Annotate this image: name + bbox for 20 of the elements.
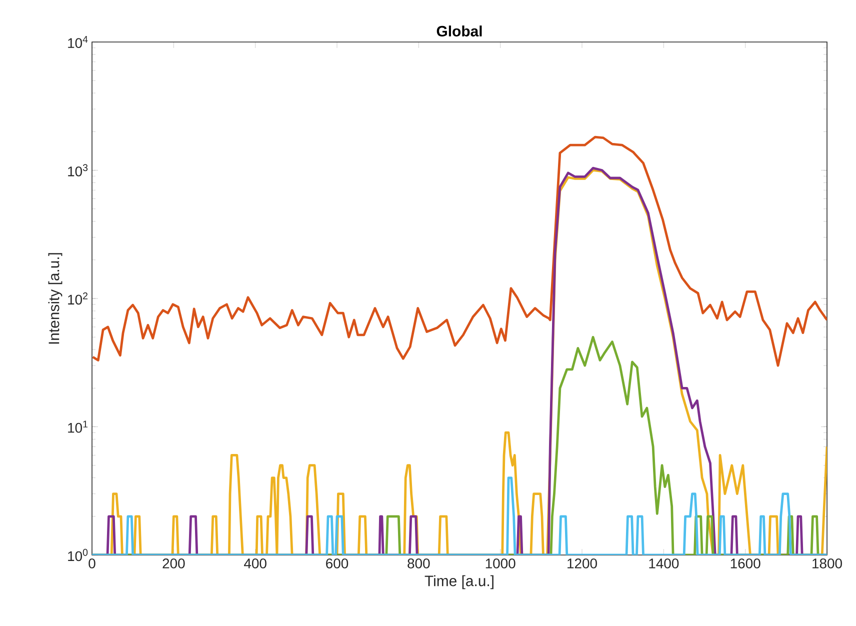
y-tick-label: 10$^{0}$ <box>68 548 88 562</box>
y-tick-label: 10$^{1}$ <box>68 420 88 433</box>
x-tick-label: 0 <box>88 558 96 568</box>
y-axis-title: Intensity [a.u.] <box>48 253 62 344</box>
y-tick-label: 10$^{2}$ <box>68 292 88 305</box>
x-tick-label: 400 <box>244 558 266 568</box>
x-tick-label: 800 <box>408 558 430 568</box>
line-series <box>92 136 828 367</box>
line-series <box>92 476 828 555</box>
x-tick-label: 1800 <box>812 558 842 568</box>
x-tick-label: 1000 <box>486 558 516 568</box>
x-tick-label: 600 <box>326 558 348 568</box>
chart-title: Global <box>436 26 482 36</box>
x-tick-label: 200 <box>162 558 185 568</box>
x-tick-label: 1200 <box>568 558 597 568</box>
x-axis-title: Time [a.u.] <box>424 575 494 590</box>
y-tick-label: 10$^{4}$ <box>68 36 88 48</box>
y-tick-label: 10$^{3}$ <box>68 164 88 176</box>
x-tick-label: 1600 <box>730 558 760 568</box>
x-tick-label: 1400 <box>649 558 679 568</box>
